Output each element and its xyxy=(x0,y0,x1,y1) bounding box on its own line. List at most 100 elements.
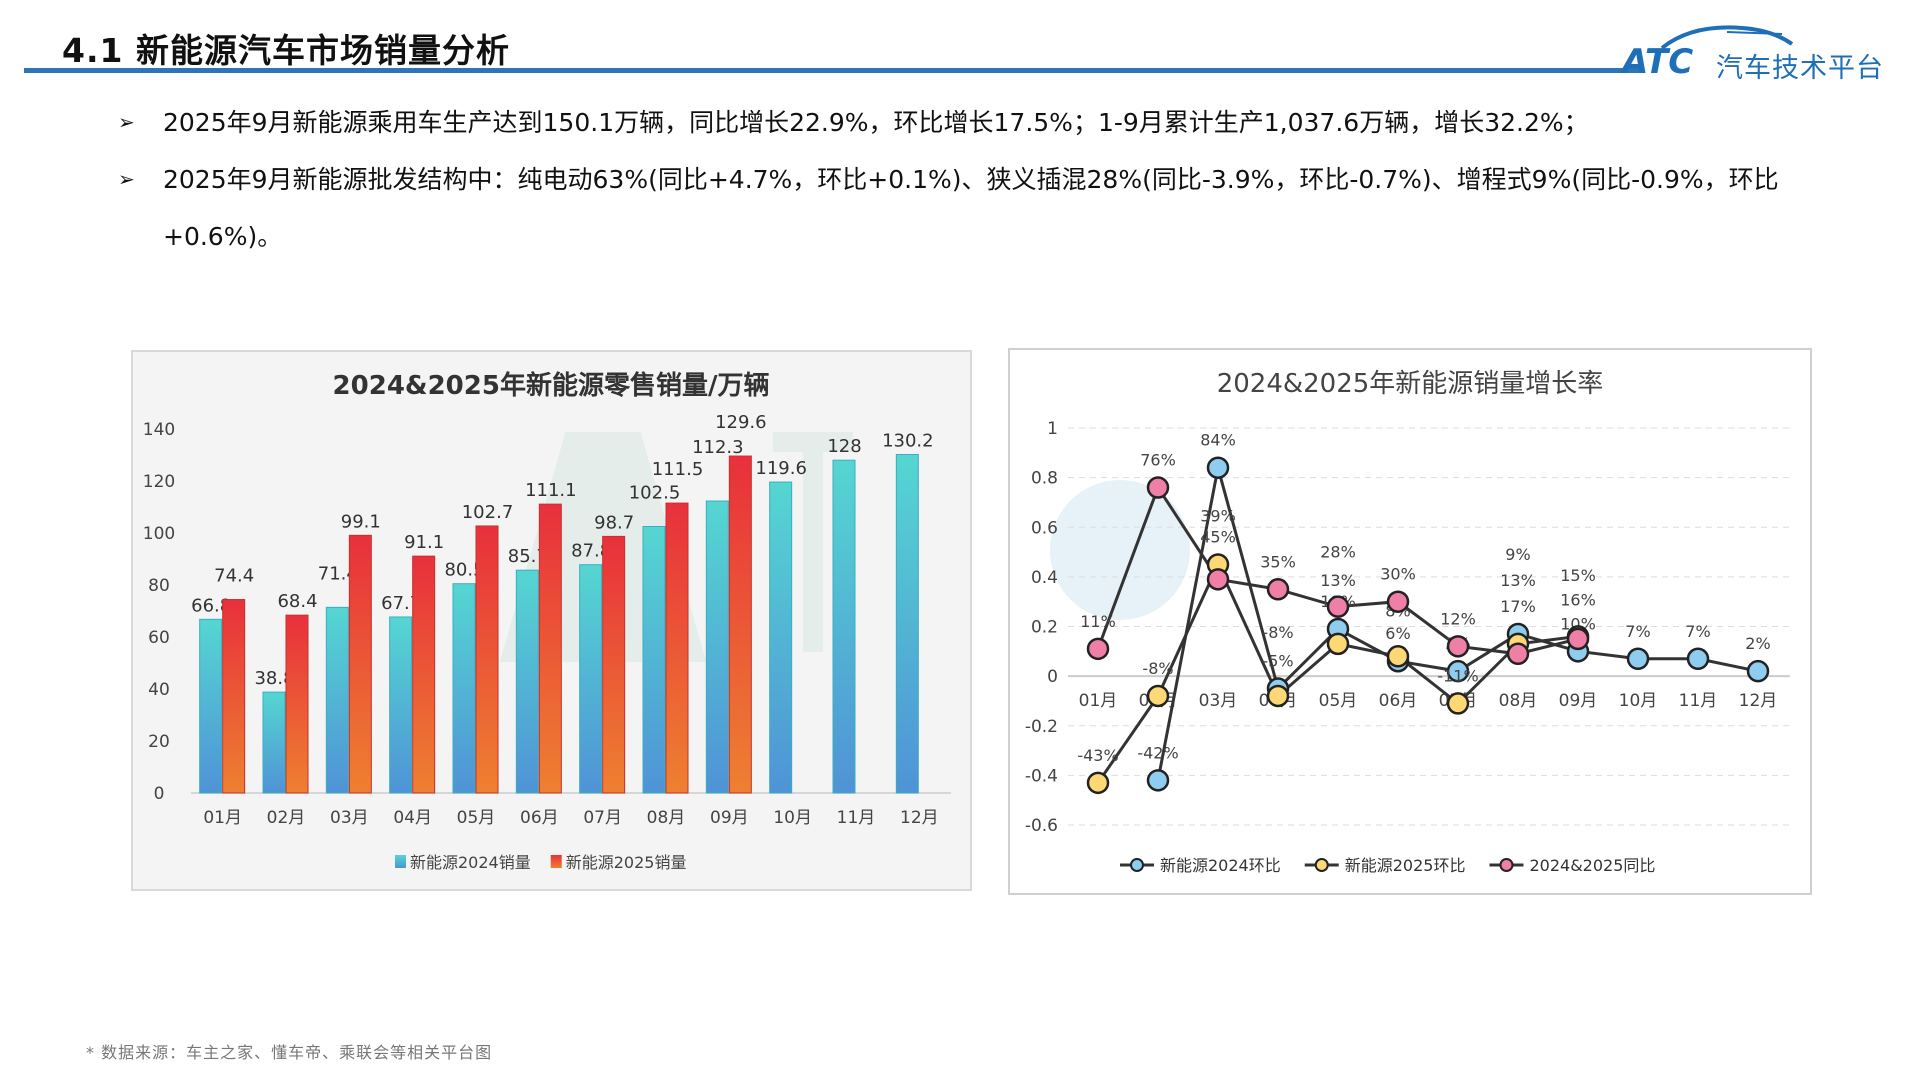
bar-2025 xyxy=(538,503,562,794)
x-tick-label: 06月 xyxy=(1379,691,1418,711)
data-label: 84% xyxy=(1200,431,1236,450)
page-title: 4.1 新能源汽车市场销量分析 xyxy=(62,31,510,70)
legend-label: 2024&2025同比 xyxy=(1529,856,1655,875)
bar-2025 xyxy=(285,614,309,794)
x-tick-label: 01月 xyxy=(203,808,242,828)
bar-chart-svg: 2024&2025年新能源零售销量/万辆 0 20 40 60 80 100 120 140 01… xyxy=(143,370,951,872)
growth-rate-line-chart: 2024&2025年新能源销量增长率 -0.6 -0.4 -0.2 0 0.2 0.4 0.6… xyxy=(1008,348,1812,895)
data-label: 13% xyxy=(1500,571,1536,590)
y-tick-label: -0.2 xyxy=(1025,717,1058,737)
x-tick-label: 05月 xyxy=(457,808,496,828)
data-label: -5% xyxy=(1262,652,1293,671)
y-tick-label: 0.2 xyxy=(1031,618,1058,638)
y-tick-label: 0 xyxy=(154,784,165,804)
bar-2024 xyxy=(769,481,793,794)
x-tick-label: 11月 xyxy=(837,808,876,828)
data-label: 10% xyxy=(1560,614,1596,633)
data-point xyxy=(1446,659,1470,683)
x-tick-label: 04月 xyxy=(393,808,432,828)
logo-name: 汽车技术平台 xyxy=(1716,53,1884,84)
x-tick-label: 08月 xyxy=(647,808,686,828)
bar-2025 xyxy=(728,455,752,794)
watermark-logo xyxy=(1050,480,1190,620)
data-label: 11% xyxy=(1080,612,1116,631)
data-label: 7% xyxy=(1625,622,1650,641)
data-point xyxy=(1086,637,1110,661)
data-label: -8% xyxy=(1262,623,1293,642)
y-tick-label: 0.4 xyxy=(1031,568,1058,588)
bar-2024 xyxy=(705,500,729,794)
y-tick-label: 40 xyxy=(148,680,170,700)
line-chart-svg: 2024&2025年新能源销量增长率 -0.6 -0.4 -0.2 0 0.2 0.4 0.6… xyxy=(1025,369,1790,875)
y-tick-label: -0.6 xyxy=(1025,816,1058,836)
data-point xyxy=(1146,476,1170,499)
data-point xyxy=(1266,578,1290,601)
x-tick-label: 11月 xyxy=(1679,691,1718,711)
data-label: 91.1 xyxy=(404,532,444,553)
y-tick-label: 0.6 xyxy=(1031,518,1058,538)
data-label: 28% xyxy=(1320,543,1356,562)
y-tick-label: 100 xyxy=(143,524,175,544)
data-label: -11% xyxy=(1437,666,1478,685)
y-tick-label: 60 xyxy=(148,628,170,648)
data-point xyxy=(1506,642,1530,666)
data-label: 98.7 xyxy=(594,512,634,533)
data-label: 2% xyxy=(1745,634,1770,653)
data-point xyxy=(1386,645,1410,668)
bullet-text: 2025年9月新能源乘用车生产达到150.1万辆，同比增长22.9%，环比增长1… xyxy=(163,108,1589,137)
data-label: 102.5 xyxy=(629,483,681,504)
retail-sales-bar-chart: 2024&2025年新能源零售销量/万辆 0 20 40 60 80 100 120 140 01… xyxy=(131,350,972,891)
bar-2025 xyxy=(348,534,372,794)
bar-2025 xyxy=(602,535,626,794)
y-tick-label: 0.8 xyxy=(1031,469,1058,489)
data-point xyxy=(1326,632,1350,656)
data-label: 102.7 xyxy=(462,502,514,523)
data-label: 74.4 xyxy=(214,566,254,587)
data-label: 7% xyxy=(1685,622,1710,641)
data-point xyxy=(1206,568,1230,591)
x-tick-label: 10月 xyxy=(1619,691,1658,711)
data-point xyxy=(1626,647,1650,671)
x-tick-label: 03月 xyxy=(1199,691,1238,711)
data-label: 35% xyxy=(1260,552,1296,571)
data-label: 66.8 xyxy=(191,595,231,616)
chart-title: 2024&2025年新能源销量增长率 xyxy=(1217,369,1604,399)
data-label: 129.6 xyxy=(715,412,767,433)
data-label: 68.4 xyxy=(277,591,317,612)
data-label: 87.8 xyxy=(571,541,611,562)
bullet-text: 2025年9月新能源批发结构中：纯电动63%(同比+4.7%，环比+0.1%)、… xyxy=(163,165,1779,251)
bar-2024 xyxy=(579,564,603,794)
data-point xyxy=(1446,692,1470,715)
x-tick-label: 10月 xyxy=(773,808,812,828)
x-tick-label: 05月 xyxy=(1319,691,1358,711)
data-point xyxy=(1386,590,1410,613)
bar-2024 xyxy=(515,569,539,794)
y-tick-label: 80 xyxy=(148,576,170,596)
logo-atc: ATC xyxy=(1622,42,1694,82)
bar-2024 xyxy=(262,691,286,794)
legend-label: 新能源2024环比 xyxy=(1160,856,1281,875)
x-tick-label: 03月 xyxy=(330,808,369,828)
data-label: 119.6 xyxy=(755,458,807,479)
x-tick-label: 06月 xyxy=(520,808,559,828)
data-label: 13% xyxy=(1320,571,1356,590)
data-label: 85.7 xyxy=(508,546,548,567)
data-point xyxy=(1086,771,1110,795)
bar-2024 xyxy=(325,606,349,794)
arrow-bullet-icon: ➢ xyxy=(118,110,135,134)
data-label: 30% xyxy=(1380,565,1416,584)
data-point xyxy=(1266,684,1290,708)
data-label: 16% xyxy=(1560,590,1596,609)
x-tick-label: 12月 xyxy=(1739,691,1778,711)
y-tick-label: 1 xyxy=(1047,419,1058,439)
data-label: -43% xyxy=(1077,746,1118,765)
data-label: 76% xyxy=(1140,451,1176,470)
data-label: 9% xyxy=(1505,545,1530,564)
y-tick-label: 140 xyxy=(143,420,175,440)
data-label: 38.8 xyxy=(254,668,294,689)
data-label: 80.5 xyxy=(444,560,484,581)
data-point xyxy=(1326,595,1350,618)
data-label: 111.1 xyxy=(525,480,577,501)
data-point xyxy=(1686,647,1710,671)
data-label: -42% xyxy=(1137,743,1178,762)
